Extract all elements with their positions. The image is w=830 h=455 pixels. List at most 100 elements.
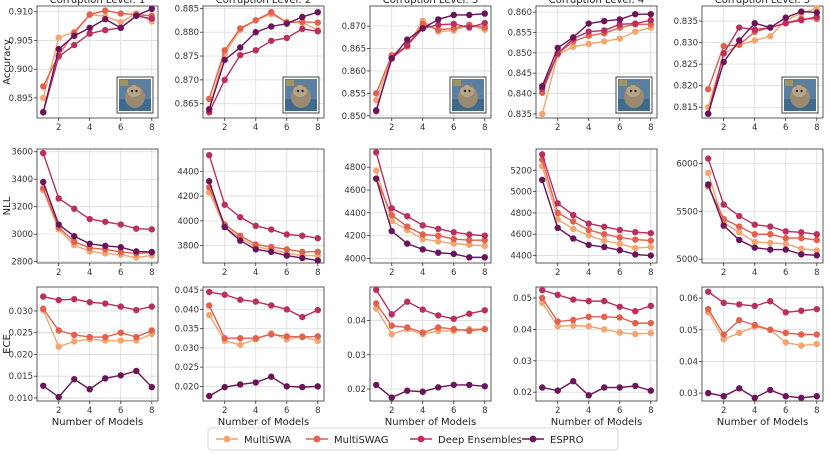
data-point — [616, 35, 623, 42]
y-tick-label: 0.865 — [342, 45, 366, 55]
data-point — [466, 241, 473, 248]
series-espro — [539, 176, 654, 259]
y-tick-label: 0.825 — [674, 60, 698, 70]
subplot-ece-5: 2 4 6 8 0.03 0.04 0.05 0.06 Number of Models — [679, 286, 824, 428]
x-tick-label: 4 — [586, 406, 591, 416]
x-tick-label: 4 — [420, 406, 425, 416]
data-point — [570, 225, 577, 233]
data-point — [736, 385, 743, 392]
x-tick-label: 6 — [118, 123, 123, 133]
x-tick-label: 6 — [284, 406, 289, 416]
x-tick-label: 4 — [253, 268, 258, 278]
legend-label: ESPRO — [550, 435, 584, 446]
series-deep-ensembles — [373, 149, 488, 239]
data-point — [798, 331, 805, 338]
data-point — [237, 296, 244, 303]
data-point — [585, 392, 592, 399]
series-espro — [373, 175, 488, 261]
y-tick-label: 0.02 — [347, 385, 366, 395]
data-point — [466, 231, 473, 238]
y-tick-label: 0.045 — [175, 286, 199, 296]
x-tick-label: 6 — [783, 406, 788, 416]
series-multiswag — [206, 184, 321, 256]
x-tick-label: 2 — [222, 268, 227, 278]
data-point — [585, 40, 592, 48]
data-point — [585, 241, 592, 249]
data-point — [373, 149, 380, 156]
data-point — [782, 234, 789, 242]
data-point — [481, 307, 488, 314]
series-line — [42, 152, 152, 231]
legend-item-deep-ensembles: Deep Ensembles — [410, 435, 522, 446]
series-multiswag — [373, 300, 488, 336]
data-point — [798, 234, 805, 242]
data-point — [813, 247, 820, 254]
y-tick-label: 0.855 — [342, 89, 366, 99]
x-tick-label: 2 — [222, 123, 227, 133]
data-point — [570, 378, 577, 385]
subplot-nll-2: 2 4 6 8 3800 4000 4200 4400 — [177, 148, 325, 278]
data-point — [314, 257, 321, 264]
data-point — [206, 178, 213, 185]
data-point — [782, 339, 789, 346]
data-point — [388, 227, 395, 235]
data-point — [705, 181, 712, 188]
data-point — [117, 303, 124, 310]
y-tick-label: 0.03 — [347, 351, 366, 361]
x-tick-label: 8 — [315, 123, 320, 133]
data-point — [419, 306, 426, 313]
x-tick-label: 4 — [752, 268, 757, 278]
data-point — [373, 305, 380, 312]
data-point — [373, 300, 380, 307]
data-point — [252, 335, 259, 342]
x-tick-label: 2 — [721, 406, 726, 416]
data-point — [40, 83, 47, 90]
axes-frame — [701, 148, 824, 264]
data-point — [539, 110, 546, 118]
data-point — [720, 222, 727, 229]
data-point — [55, 221, 62, 228]
data-point — [117, 18, 124, 26]
x-tick-label: 6 — [284, 268, 289, 278]
data-point — [647, 237, 654, 244]
data-point — [570, 296, 577, 303]
y-tick-label: 0.05 — [513, 294, 532, 304]
data-point — [404, 213, 411, 220]
data-point — [237, 381, 244, 388]
data-point — [798, 8, 805, 15]
cat-eye — [629, 89, 633, 93]
subplot-accuracy-5: 2 4 6 8 0.815 0.820 0.825 0.830 0.835 Corruption … — [674, 0, 824, 133]
x-tick-label: 4 — [586, 268, 591, 278]
data-point — [117, 24, 124, 32]
data-point — [419, 25, 426, 32]
y-axis-label: NLL — [2, 196, 13, 215]
series-espro — [705, 8, 820, 117]
data-point — [299, 13, 306, 21]
data-point — [71, 32, 78, 40]
data-point — [736, 24, 743, 31]
subplot-nll-1: 2 4 6 8 2800 3000 3200 3400 3600 NLL — [2, 148, 159, 278]
data-point — [133, 333, 140, 341]
x-tick-label: 4 — [87, 123, 92, 133]
y-tick-label: 0.06 — [679, 294, 698, 304]
data-point — [435, 232, 442, 239]
data-point — [71, 331, 78, 339]
data-point — [40, 305, 47, 312]
data-point — [554, 209, 561, 217]
data-point — [55, 195, 62, 202]
data-point — [314, 337, 321, 345]
subplot-ece-4: 2 4 6 8 0.02 0.03 0.04 0.05 Number of Models — [513, 286, 658, 428]
legend-marker — [417, 435, 425, 443]
data-point — [751, 37, 758, 44]
data-point — [117, 337, 124, 344]
data-point — [252, 246, 259, 253]
data-point — [570, 235, 577, 242]
y-tick-label: 0.900 — [9, 65, 33, 75]
data-point — [388, 394, 395, 401]
series-espro — [705, 181, 820, 259]
data-point — [283, 34, 290, 42]
data-point — [283, 20, 290, 27]
data-point — [616, 247, 623, 254]
data-point — [71, 295, 78, 303]
cat-ear — [136, 82, 140, 88]
